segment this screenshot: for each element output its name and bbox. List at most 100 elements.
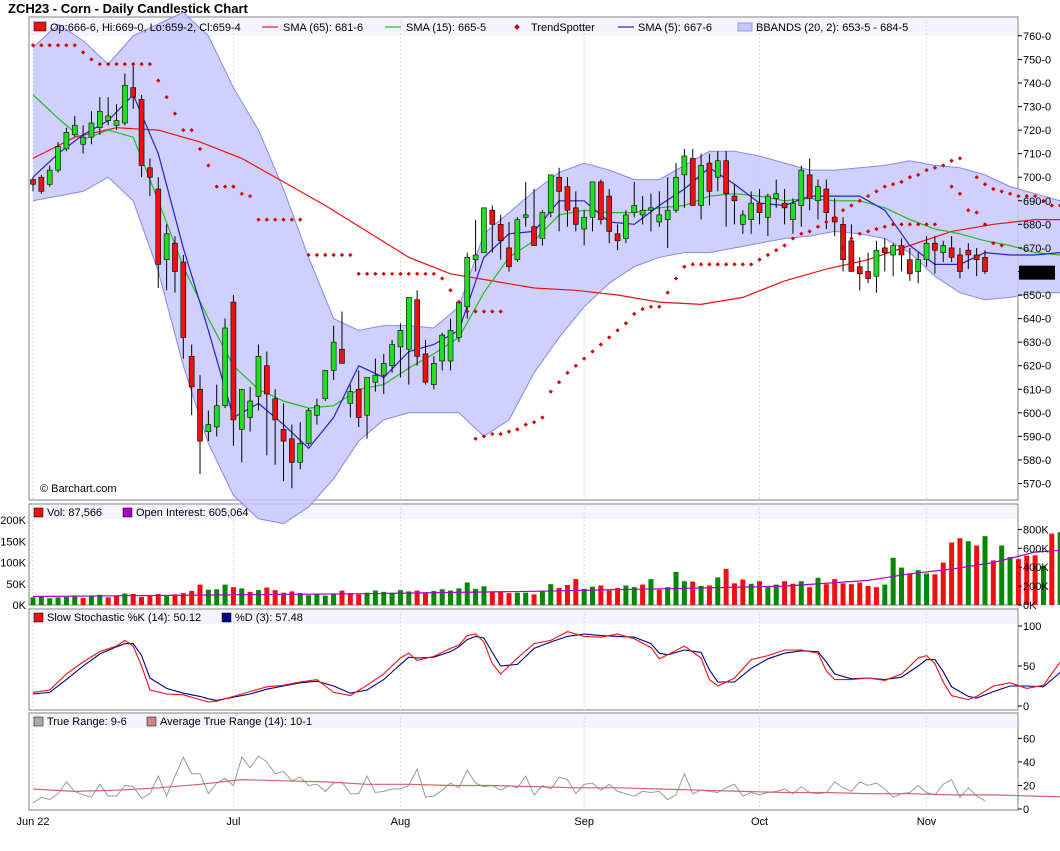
trendspotter-dot: [807, 229, 812, 234]
candle-body: [355, 388, 362, 418]
volume-bar: [523, 592, 529, 605]
stoch-d-legend: %D (3): 57.48: [235, 612, 303, 624]
volume-bar: [890, 557, 896, 605]
candle-body: [97, 110, 103, 129]
candle-body: [748, 202, 754, 220]
trendspotter-dot: [673, 276, 679, 281]
volume-bar: [539, 590, 545, 605]
volume-bar: [773, 584, 779, 605]
trendspotter-dot: [891, 182, 896, 187]
vol-right-tick: 400K: [1023, 562, 1049, 574]
candle-body: [547, 174, 554, 213]
volume-bar: [790, 583, 796, 605]
trendspotter-dot: [473, 309, 478, 314]
trendspotter-dot: [197, 146, 203, 152]
trendspotter-dot: [899, 179, 904, 185]
trendspotter-dot: [72, 43, 77, 48]
trendspotter-dot: [114, 62, 119, 67]
candle-body: [815, 186, 821, 202]
trendspotter-dot: [281, 217, 286, 222]
volume-bar: [139, 596, 145, 605]
stoch-k-swatch: [33, 612, 44, 623]
sma65-line: [32, 127, 1060, 306]
volume-bar: [47, 598, 53, 605]
candle-body: [364, 377, 370, 416]
trendspotter-dot: [932, 165, 938, 170]
volume-bar: [631, 587, 637, 605]
y-tick-label: 630-0: [1023, 337, 1051, 349]
volume-bar: [665, 587, 671, 605]
candle-body: [55, 146, 61, 171]
trendspotter-dot: [982, 222, 988, 227]
trendspotter-dot: [966, 208, 971, 213]
trendspotter-dot: [874, 189, 879, 194]
candle-body: [681, 155, 688, 176]
trendspotter-dot: [640, 307, 645, 312]
ohlc-legend-swatch: [33, 21, 47, 32]
trendspotter-dot: [356, 271, 361, 276]
candle-body: [397, 330, 404, 348]
candle-body: [731, 195, 738, 202]
trendspotter-dot: [707, 262, 712, 267]
trendspotter-dot: [498, 309, 503, 314]
trendspotter-dot: [840, 245, 846, 251]
y-tick-label: 740-0: [1023, 78, 1051, 90]
volume-bar: [932, 574, 938, 605]
volume-bar: [765, 587, 771, 605]
y-tick-label: 690-0: [1023, 196, 1051, 208]
trendspotter-dot: [481, 309, 487, 314]
trendspotter-dot: [298, 217, 303, 222]
candle-body: [339, 348, 345, 364]
volume-bar: [189, 590, 195, 605]
vol-legend: Vol: 87,566: [47, 507, 102, 519]
trendspotter-dot: [473, 436, 478, 441]
volume-bar: [381, 591, 387, 605]
atr-line: [32, 778, 1060, 798]
volume-bar: [431, 590, 437, 605]
volume-bar: [715, 577, 721, 605]
candle-body: [172, 242, 178, 272]
volume-bar: [940, 562, 946, 605]
x-tick-label: Nov: [917, 816, 937, 828]
sma65-legend: SMA (65): 681-6: [283, 22, 363, 34]
trendspotter-dot: [573, 363, 578, 368]
volume-bar: [339, 590, 345, 605]
trendspotter-dot: [548, 389, 553, 394]
candle-body: [865, 271, 871, 279]
volume-bar: [422, 592, 428, 605]
stoch-d-swatch: [221, 612, 232, 623]
candle-body: [205, 424, 212, 432]
stoch-tick-label: 100: [1023, 621, 1041, 633]
candle-body: [848, 240, 855, 272]
trendspotter-dot: [907, 175, 912, 180]
candle-body: [489, 209, 496, 225]
trendspotter-dot: [498, 431, 503, 437]
trendspotter-dot: [348, 252, 353, 258]
candle-body: [923, 242, 930, 260]
candle-body: [631, 205, 638, 213]
candle-body: [439, 334, 445, 362]
trendspotter-dot: [882, 224, 887, 229]
last-price-label: 659-4: [1021, 268, 1049, 280]
volume-bar: [556, 588, 562, 605]
candle-body: [414, 299, 420, 357]
tr-tick-label: 40: [1023, 757, 1035, 769]
volume-bar: [815, 577, 821, 605]
x-tick-label: Jul: [226, 816, 240, 828]
trendspotter-dot: [949, 184, 954, 189]
candle-body: [105, 115, 111, 121]
bbands-legend-swatch: [737, 22, 753, 32]
trendspotter-dot: [231, 184, 236, 189]
atr-legend: Average True Range (14): 10-1: [160, 716, 312, 728]
trendspotter-dot: [30, 43, 36, 48]
volume-bar: [990, 560, 996, 605]
trendspotter-dot: [824, 219, 829, 225]
trendspotter-dot: [916, 222, 921, 227]
volume-bar: [247, 591, 253, 605]
volume-bar: [105, 597, 111, 605]
trendspotter-dot: [506, 429, 512, 434]
volume-bar: [172, 594, 178, 605]
trendspotter-dot: [398, 271, 403, 276]
volume-bar: [907, 573, 913, 605]
candle-body: [539, 212, 546, 239]
